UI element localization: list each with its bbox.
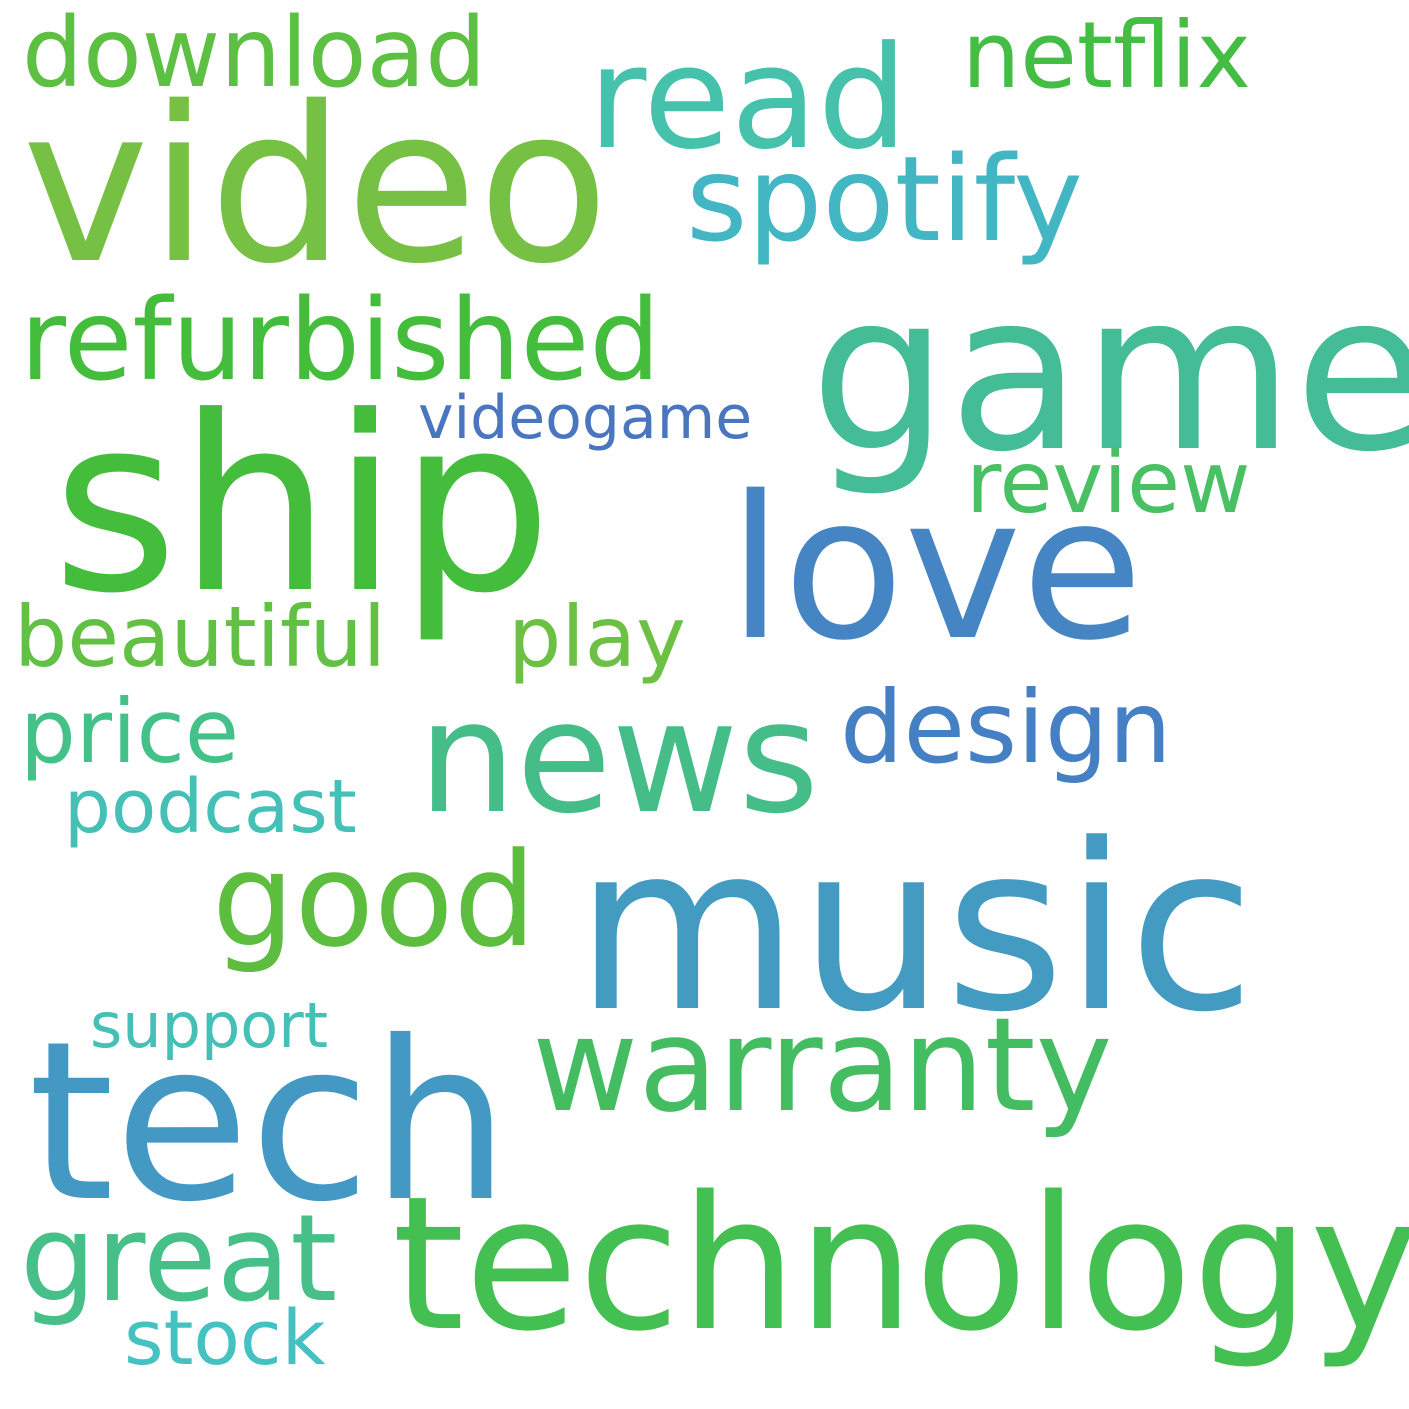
word-download: download [22,0,487,109]
word-warranty: warranty [532,989,1113,1141]
word-tech: tech [28,994,511,1250]
word-refurbished: refurbished [20,276,661,406]
word-ship: ship [52,365,553,647]
word-read: read [588,16,908,181]
word-review: review [966,433,1251,533]
word-podcast: podcast [64,764,357,850]
word-spotify: spotify [686,130,1083,268]
word-technology: technology [392,1156,1409,1372]
word-music: music [575,796,1256,1063]
word-design: design [840,669,1172,786]
word-news: news [418,667,820,848]
word-price: price [20,680,240,783]
word-good: good [212,824,537,976]
word-videogame: videogame [418,383,753,453]
word-support: support [90,989,329,1062]
word-game: game [810,247,1409,500]
word-beautiful: beautiful [14,588,387,686]
word-play: play [508,588,686,686]
word-stock: stock [124,1293,326,1382]
word-great: great [20,1190,338,1329]
word-video: video [22,60,610,311]
word-netflix: netflix [962,2,1251,109]
word-love: love [728,453,1144,684]
